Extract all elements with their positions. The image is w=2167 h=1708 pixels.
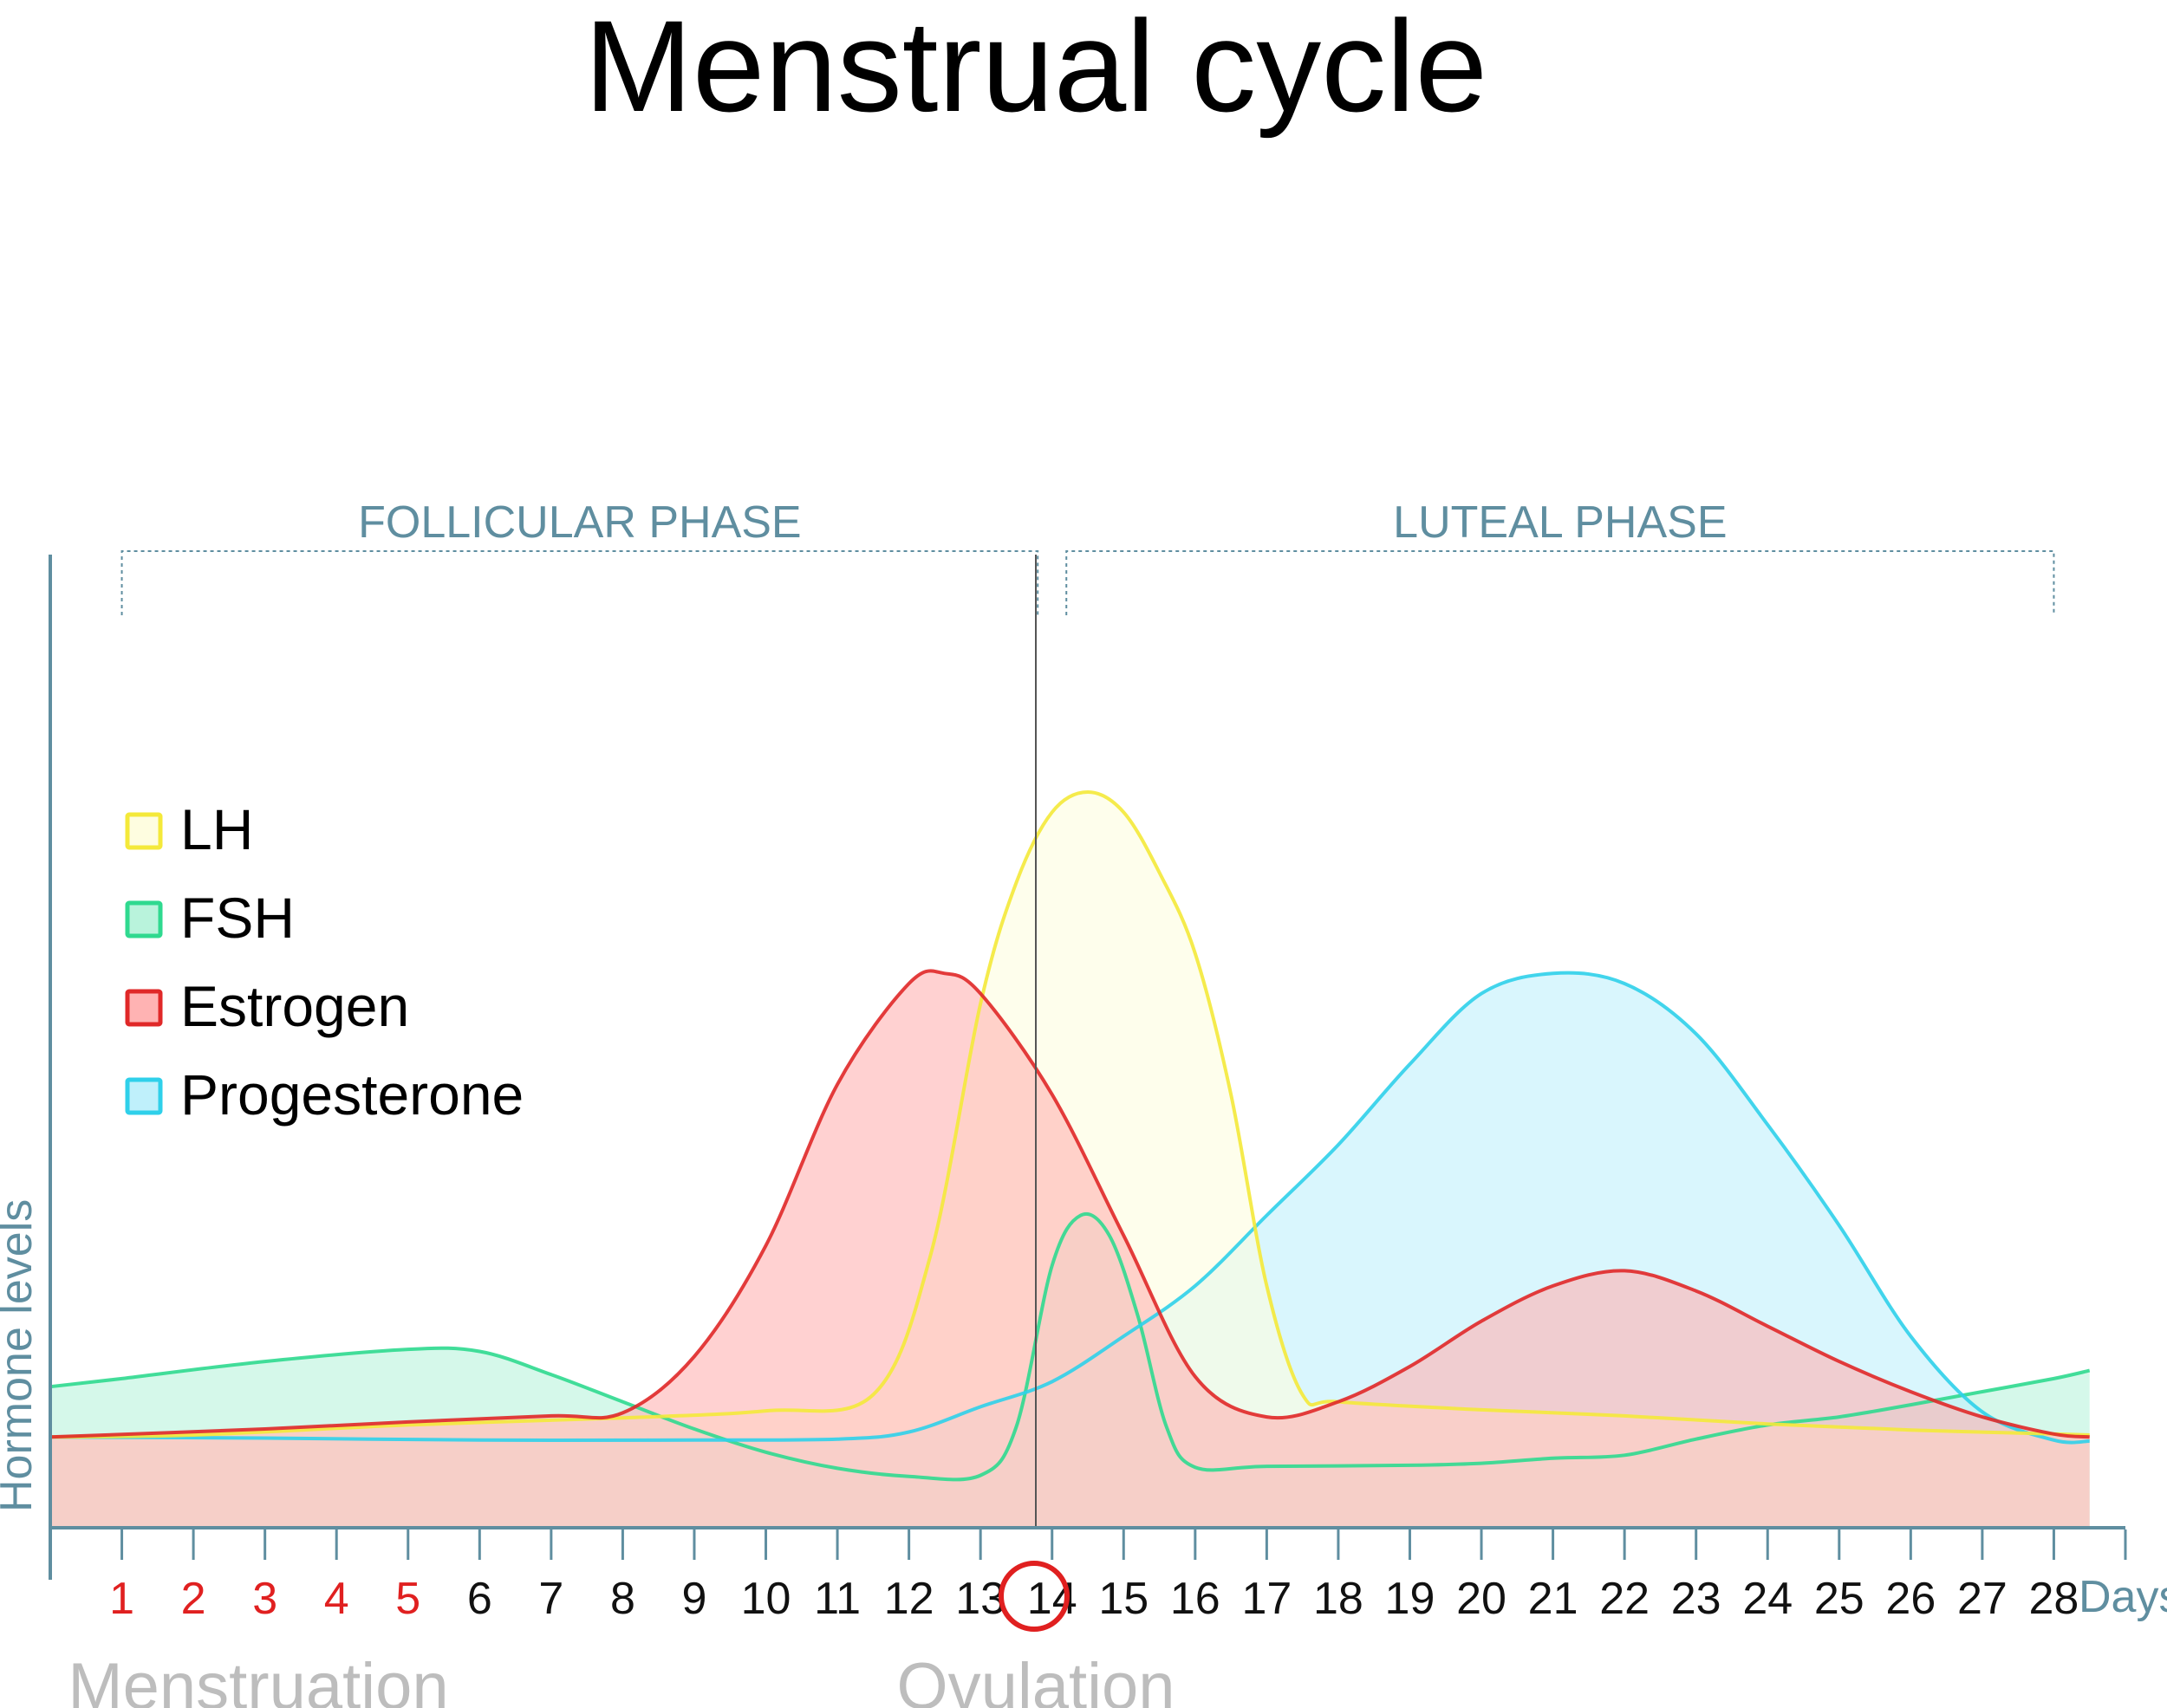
x-tick-label-28: 28 — [2029, 1574, 2079, 1624]
legend-swatch-fsh — [125, 900, 163, 938]
x-tick-label-20: 20 — [1456, 1574, 1506, 1624]
ovulation-label: Ovulation — [896, 1650, 1175, 1708]
area-estrogen — [50, 971, 2090, 1528]
hormone-areas — [50, 792, 2090, 1528]
x-tick-label-18: 18 — [1313, 1574, 1363, 1624]
x-tick-label-4: 4 — [324, 1574, 349, 1624]
x-tick-label-19: 19 — [1385, 1574, 1435, 1624]
x-tick-label-8: 8 — [610, 1574, 635, 1624]
x-tick-label-6: 6 — [467, 1574, 492, 1624]
x-tick-label-22: 22 — [1599, 1574, 1650, 1624]
x-tick-label-25: 25 — [1814, 1574, 1864, 1624]
x-tick-label-16: 16 — [1170, 1574, 1220, 1624]
legend-swatch-estrogen — [125, 989, 163, 1027]
x-tick-label-9: 9 — [682, 1574, 707, 1624]
phase-bracket-follicular-phase — [120, 550, 1039, 615]
line-lh — [49, 789, 2090, 1439]
x-tick-label-24: 24 — [1742, 1574, 1793, 1624]
x-tick-label-3: 3 — [252, 1574, 277, 1624]
x-tick-label-23: 23 — [1671, 1574, 1721, 1624]
legend-label-estrogen: Estrogen — [180, 974, 409, 1038]
phase-label-luteal-phase: LUTEAL PHASE — [1393, 497, 1727, 548]
line-progesterone — [49, 971, 2090, 1445]
x-tick-label-14: 14 — [1027, 1574, 1077, 1624]
y-axis-label: Hormone levels — [0, 1199, 42, 1512]
x-tick-label-5: 5 — [395, 1574, 420, 1624]
menstruation-label: Menstruation — [68, 1650, 448, 1708]
x-tick-label-13: 13 — [955, 1574, 1005, 1624]
phase-bracket-luteal-phase — [1065, 550, 2055, 615]
x-tick-label-15: 15 — [1098, 1574, 1149, 1624]
x-tick-label-7: 7 — [538, 1574, 563, 1624]
legend-swatch-progesterone — [125, 1077, 163, 1115]
legend-label-lh: LH — [180, 797, 253, 861]
chart-title: Menstrual cycle — [584, 0, 1487, 139]
legend-label-fsh: FSH — [180, 886, 295, 950]
x-tick-label-11: 11 — [814, 1574, 861, 1624]
line-estrogen — [49, 969, 2090, 1439]
phase-label-follicular-phase: FOLLICULAR PHASE — [358, 497, 802, 548]
phase-brackets: FOLLICULAR PHASE LUTEAL PHASE — [120, 497, 2055, 615]
x-tick-label-2: 2 — [181, 1574, 206, 1624]
x-tick-label-12: 12 — [884, 1574, 934, 1624]
line-fsh — [49, 1211, 2091, 1482]
x-axis-ticks: 1 2 3 4 5 6 7 8 9 10 11 12 13 14 15 16 17 18 19 20 21 22 23 24 2… — [109, 1529, 2127, 1624]
x-tick-label-1: 1 — [109, 1574, 134, 1624]
x-axis-unit-label: Days — [2079, 1572, 2167, 1622]
ovulation-day-circle — [999, 1561, 1070, 1632]
x-tick-label-17: 17 — [1241, 1574, 1292, 1624]
x-tick-label-10: 10 — [741, 1574, 791, 1624]
legend-swatch-lh — [125, 812, 163, 850]
x-tick-label-27: 27 — [1957, 1574, 2008, 1624]
x-tick-label-26: 26 — [1885, 1574, 1936, 1624]
legend: LH FSH Estrogen Progesterone — [125, 797, 524, 1127]
legend-label-progesterone: Progesterone — [180, 1062, 524, 1127]
x-tick-label-21: 21 — [1528, 1574, 1578, 1624]
hormone-outlines — [49, 789, 2091, 1482]
